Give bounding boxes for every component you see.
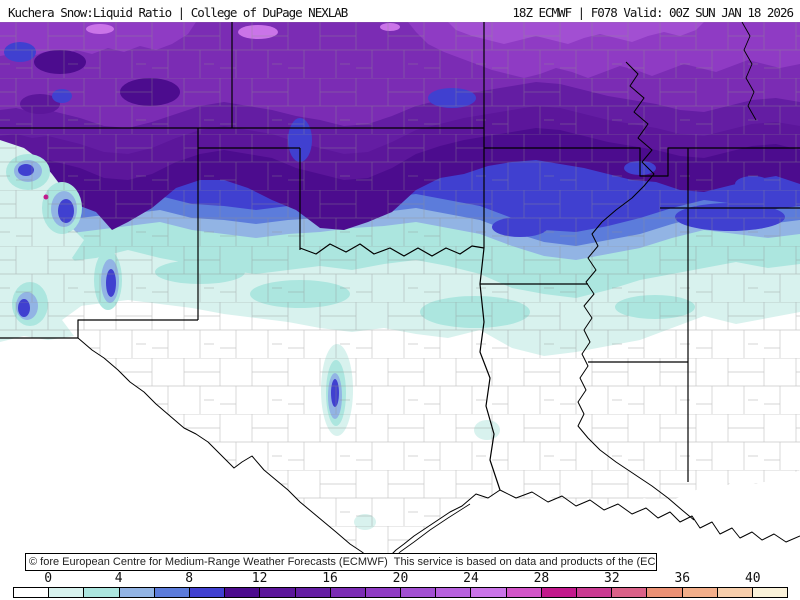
rio-grande xyxy=(77,337,381,571)
map-canvas xyxy=(0,21,800,573)
colorbar-segment xyxy=(260,588,296,597)
colorbar-segment xyxy=(330,588,366,597)
colorbar-segment xyxy=(436,588,472,597)
colorbar-segment xyxy=(647,588,683,597)
tennessee-river xyxy=(741,21,757,121)
colorbar-segment xyxy=(717,588,753,597)
colorbar-segment xyxy=(154,588,190,597)
colorbar-segment xyxy=(365,588,402,597)
model-run-valid-time: 18Z ECMWF | F078 Valid: 00Z SUN JAN 18 2… xyxy=(512,5,794,20)
colorbar-segment xyxy=(541,588,577,597)
snow-ratio-map xyxy=(0,21,800,573)
colorbar-segment xyxy=(471,588,507,597)
product-title: Kuchera Snow:Liquid Ratio | College of D… xyxy=(8,5,348,20)
colorbar-segment xyxy=(49,588,85,597)
county-grid xyxy=(0,22,800,568)
colorbar-tick-label: 20 xyxy=(392,571,409,586)
colorbar-segment xyxy=(506,588,542,597)
colorbar-tick-label: 40 xyxy=(744,571,761,586)
colorbar-segment xyxy=(189,588,226,597)
colorbar-segment xyxy=(682,588,718,597)
colorbar-tick-label: 28 xyxy=(533,571,550,586)
colorbar-tick-label: 32 xyxy=(604,571,620,586)
colorbar-segment xyxy=(84,588,120,597)
colorbar-tick-label: 4 xyxy=(114,571,123,586)
colorbar-tick-label: 12 xyxy=(251,571,268,586)
rivers-coastline xyxy=(77,21,800,573)
colorbar-segment xyxy=(401,588,437,597)
colorbar-segment xyxy=(225,588,261,597)
colorbar-tick-label: 0 xyxy=(44,571,53,586)
colorbar-segment xyxy=(14,588,50,597)
colorbar-segment xyxy=(612,588,648,597)
state-borders xyxy=(0,22,800,491)
colorbar-tick-label: 24 xyxy=(463,571,479,586)
colorbar-segment xyxy=(119,588,155,597)
attribution-notice: © fore European Centre for Medium-Range … xyxy=(25,553,657,571)
mississippi-river xyxy=(577,61,695,521)
colorbar-tick-label: 8 xyxy=(185,571,194,586)
colorbar-tick-label: 36 xyxy=(674,571,691,586)
colorbar-segment xyxy=(577,588,613,597)
colorbar xyxy=(13,587,788,598)
colorbar-tick-label: 16 xyxy=(322,571,338,586)
colorbar-segment xyxy=(295,588,331,597)
colorbar-segment xyxy=(752,588,788,597)
colorbar-tick-labels: 0 4 8 12 16 20 24 28 32 36 40 xyxy=(0,571,800,586)
gulf-coast-louisiana xyxy=(499,489,800,543)
colorbar-legend: 0 4 8 12 16 20 24 28 32 36 40 xyxy=(0,570,800,600)
